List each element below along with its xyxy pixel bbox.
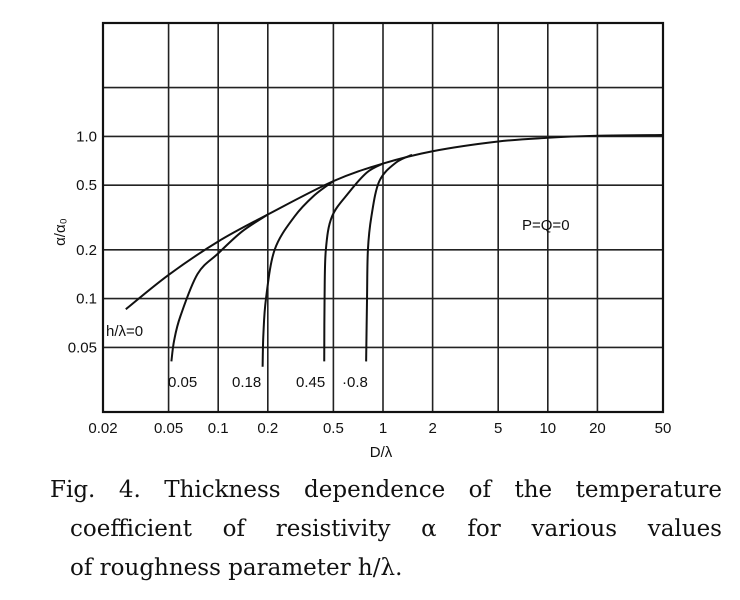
x-tick-label: 0.5	[323, 420, 344, 437]
x-tick-label: 1	[379, 420, 387, 437]
y-tick-label: 1.0	[76, 128, 97, 145]
x-tick-label: 10	[539, 420, 556, 437]
x-tick-label: 0.02	[88, 420, 117, 437]
x-tick-label: 20	[589, 420, 606, 437]
series-labels: h/λ=0 0.05 0.18 0.45 ·0.8	[106, 323, 368, 391]
caption-line-1: Fig. 4. Thickness dependence of the temp…	[50, 477, 722, 503]
x-tick-label: 2	[428, 420, 436, 437]
curves	[125, 133, 664, 367]
curve-h---0.05	[170, 213, 269, 362]
x-tick-label: 5	[494, 420, 502, 437]
y-tick-label: 0.5	[76, 177, 97, 194]
y-tick-labels: 1.0 0.5 0.2 0.1 0.05	[68, 128, 97, 356]
series-label: ·0.8	[342, 374, 368, 391]
grid	[103, 23, 663, 412]
curve-h---0.18	[261, 180, 334, 367]
series-label: 0.45	[296, 374, 325, 391]
caption-line-2: coefficient of resistivity α for various…	[70, 516, 722, 542]
curve-h---0	[125, 133, 664, 311]
x-tick-label: 0.1	[208, 420, 229, 437]
caption-line-3: of roughness parameter h/λ.	[70, 555, 403, 581]
series-label: h/λ=0	[106, 323, 143, 340]
x-tick-label: 50	[655, 420, 672, 437]
curve-h---0.8	[365, 153, 413, 362]
plot-frame	[101, 21, 665, 414]
x-tick-label: 0.05	[154, 420, 183, 437]
x-tick-label: 0.2	[257, 420, 278, 437]
y-tick-label: 0.05	[68, 339, 97, 356]
y-tick-label: 0.1	[76, 291, 97, 308]
series-label: 0.05	[168, 374, 197, 391]
y-tick-label: 0.2	[76, 242, 97, 259]
series-label: 0.18	[232, 374, 261, 391]
annotation-pq: P=Q=0	[522, 217, 570, 234]
x-axis-label: D/λ	[370, 444, 393, 461]
curve-h---0.45	[323, 162, 384, 362]
y-axis-label: α/α₀	[52, 218, 69, 246]
x-tick-labels: 0.02 0.05 0.1 0.2 0.5 1 2 5 10 20 50	[88, 420, 671, 437]
